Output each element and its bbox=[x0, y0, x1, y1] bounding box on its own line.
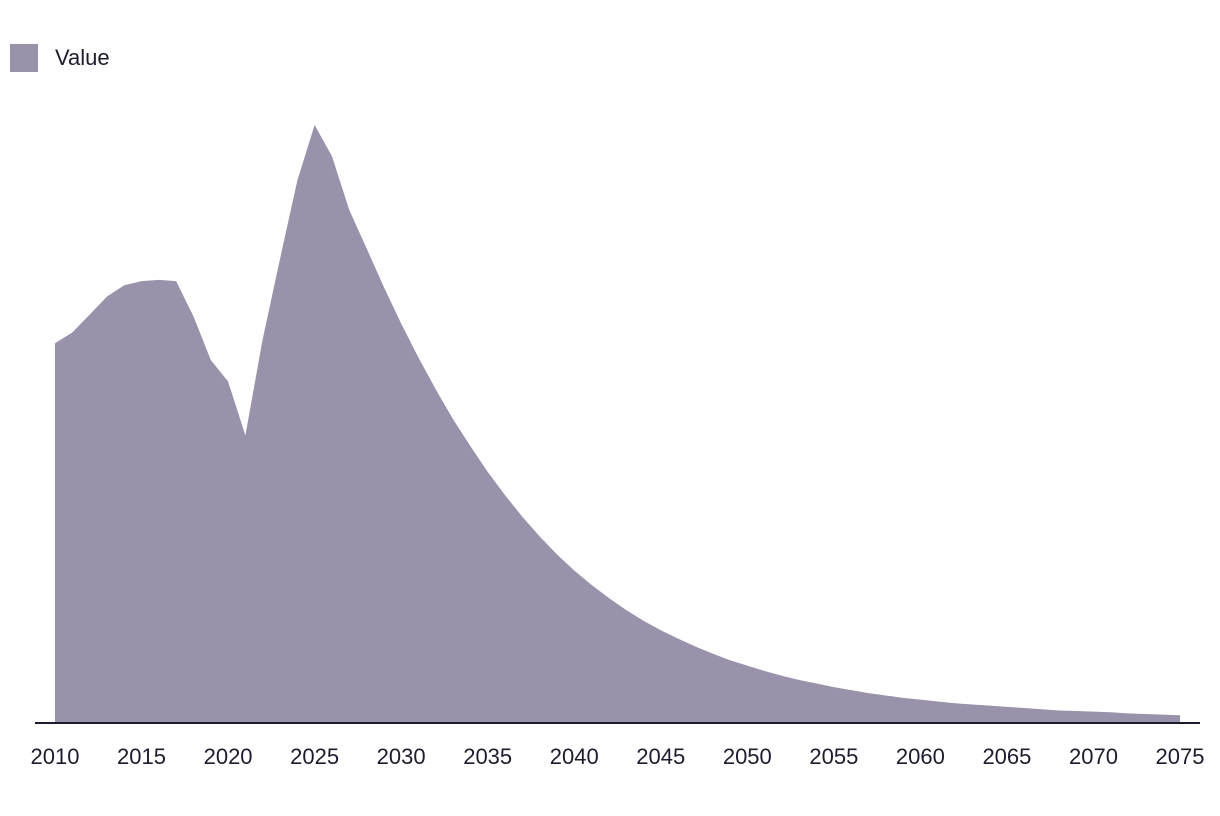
x-tick-label: 2035 bbox=[463, 744, 512, 769]
x-tick-label: 2015 bbox=[117, 744, 166, 769]
x-tick-label: 2075 bbox=[1156, 744, 1205, 769]
x-tick-label: 2045 bbox=[636, 744, 685, 769]
watermark: GlobalData bbox=[489, 382, 732, 434]
x-tick-label: 2055 bbox=[809, 744, 858, 769]
x-axis-ticks: 2010 2015 2020 2025 2030 2035 2040 2045 2050 2055… bbox=[31, 744, 1205, 769]
x-tick-label: 2050 bbox=[723, 744, 772, 769]
x-tick-label: 2040 bbox=[550, 744, 599, 769]
legend: Value bbox=[10, 44, 110, 72]
x-tick-label: 2025 bbox=[290, 744, 339, 769]
area-series-value bbox=[55, 125, 1180, 723]
x-tick-label: 2060 bbox=[896, 744, 945, 769]
x-tick-label: 2020 bbox=[204, 744, 253, 769]
x-tick-label: 2065 bbox=[982, 744, 1031, 769]
x-tick-label: 2030 bbox=[377, 744, 426, 769]
legend-swatch bbox=[10, 44, 38, 72]
legend-label: Value bbox=[55, 45, 110, 70]
x-tick-label: 2070 bbox=[1069, 744, 1118, 769]
x-tick-label: 2010 bbox=[31, 744, 80, 769]
